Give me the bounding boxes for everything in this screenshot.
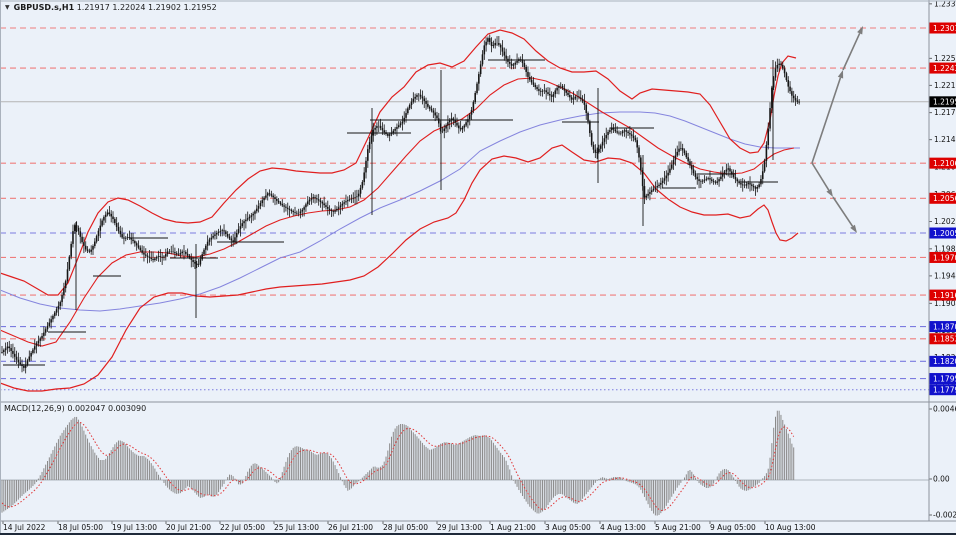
time-axis-label: 14 Jul 2022 (3, 523, 46, 532)
projection-arrows (811, 26, 863, 233)
price-level-badge (929, 157, 956, 169)
bollinger-middle (0, 77, 795, 347)
price-level-badge-text: 1.23017 (933, 24, 956, 33)
price-level-badge (929, 62, 956, 74)
indicator-lines (0, 29, 800, 392)
price-axis: 1.23365 1.22580 1.22190 1.21795 1.21405 1.210… (929, 0, 956, 520)
symbol-period-label: GBPUSD.s,H1 (13, 3, 75, 12)
price-level-badge-text: 1.18207 (933, 357, 956, 366)
chart-dropdown-icon[interactable]: ▼ (5, 4, 10, 11)
price-level-badge-text: 1.21952 (933, 98, 956, 107)
time-axis-label: 9 Aug 05:00 (710, 523, 756, 532)
price-level-badge-text: 1.22439 (933, 64, 956, 73)
projection-arrow-line[interactable] (811, 162, 830, 191)
time-axis-label: 10 Aug 13:00 (765, 523, 816, 532)
price-level-badge-text: 1.21067 (933, 159, 956, 168)
price-level-badge (929, 333, 956, 345)
ohlc-label: 1.21917 1.22024 1.21902 1.21952 (76, 3, 217, 12)
price-axis-label: 1.22580 (934, 54, 956, 63)
price-level-badge (929, 251, 956, 263)
price-level-badge-text: 1.17798 (933, 386, 956, 395)
time-axis-label: 18 Jul 05:00 (58, 523, 103, 532)
time-axis-label: 20 Jul 21:00 (166, 523, 211, 532)
price-level-badge (929, 384, 956, 396)
time-axis-label: 1 Aug 21:00 (490, 523, 536, 532)
macd-axis-label: 0.00 (933, 475, 950, 484)
price-level-badge-text: 1.20059 (933, 229, 956, 238)
projection-arrow-line[interactable] (811, 77, 842, 164)
price-axis-label: 1.20225 (934, 217, 956, 226)
price-axis-label: 1.19045 (934, 299, 956, 308)
projection-arrow-head (826, 188, 833, 197)
price-level-badge (929, 373, 956, 385)
price-level-badge (929, 227, 956, 239)
macd-indicator-label: MACD(12,26,9) 0.002047 0.003090 (4, 404, 146, 413)
projection-arrow-head (857, 26, 863, 35)
price-level-badge-text: 1.18533 (933, 335, 956, 344)
candles[interactable] (1, 34, 800, 374)
macd-axis-label: 0.00463 (933, 405, 956, 414)
time-axis-label: 5 Aug 21:00 (655, 523, 701, 532)
price-axis-label: 1.21795 (934, 108, 956, 117)
price-level-badge-text: 1.17959 (933, 374, 956, 383)
time-axis-label: 25 Jul 13:00 (274, 523, 319, 532)
price-level-badge-text: 1.20560 (933, 194, 956, 203)
time-axis-label: 4 Aug 13:00 (600, 523, 646, 532)
projection-arrow-line[interactable] (832, 196, 854, 227)
price-level-badge (929, 321, 956, 333)
price-axis-label: 1.19440 (934, 271, 956, 280)
price-level-badge (929, 355, 956, 367)
price-level-badge-text: 1.18709 (933, 322, 956, 331)
price-axis-label: 1.19830 (934, 244, 956, 253)
chart-title-bar: ▼ GBPUSD.s,H1 1.21917 1.22024 1.21902 1.2… (5, 3, 217, 12)
projection-arrow-head (850, 224, 857, 233)
bollinger-upper (0, 29, 797, 296)
price-level-badge-text: 1.19706 (933, 253, 956, 262)
window-bottom-edge (0, 533, 956, 535)
structure-segments (3, 59, 778, 366)
time-axis-label: 3 Aug 05:00 (545, 523, 591, 532)
price-axis-label: 1.22190 (934, 81, 956, 90)
price-level-badge-text: 1.19163 (933, 291, 956, 300)
time-axis-label: 28 Jul 05:00 (383, 523, 428, 532)
price-level-badge (929, 96, 956, 108)
time-axis-label: 26 Jul 21:00 (328, 523, 373, 532)
time-axis-label: 22 Jul 05:00 (220, 523, 265, 532)
macd-name: MACD(12,26,9) (4, 404, 65, 413)
macd-signal-value: 0.003090 (108, 404, 147, 413)
time-axis-label: 19 Jul 13:00 (112, 523, 157, 532)
price-axis-label: 1.21405 (934, 135, 956, 144)
macd-main-value: 0.002047 (67, 404, 106, 413)
price-level-badge (929, 22, 956, 34)
projection-arrow-head (837, 70, 844, 79)
price-level-badge (929, 289, 956, 301)
price-axis-label: 1.23365 (934, 0, 956, 8)
macd-pane[interactable] (0, 410, 929, 516)
projection-arrow-line[interactable] (842, 32, 861, 71)
time-axis-label: 29 Jul 13:00 (437, 523, 482, 532)
macd-signal-line (1, 421, 795, 512)
macd-axis-label: -0.002619 (933, 511, 956, 520)
time-axis[interactable]: 14 Jul 2022 18 Jul 05:00 19 Jul 13:00 20 Ju… (2, 521, 816, 532)
bollinger-lower (0, 144, 799, 392)
price-level-badge (929, 192, 956, 204)
